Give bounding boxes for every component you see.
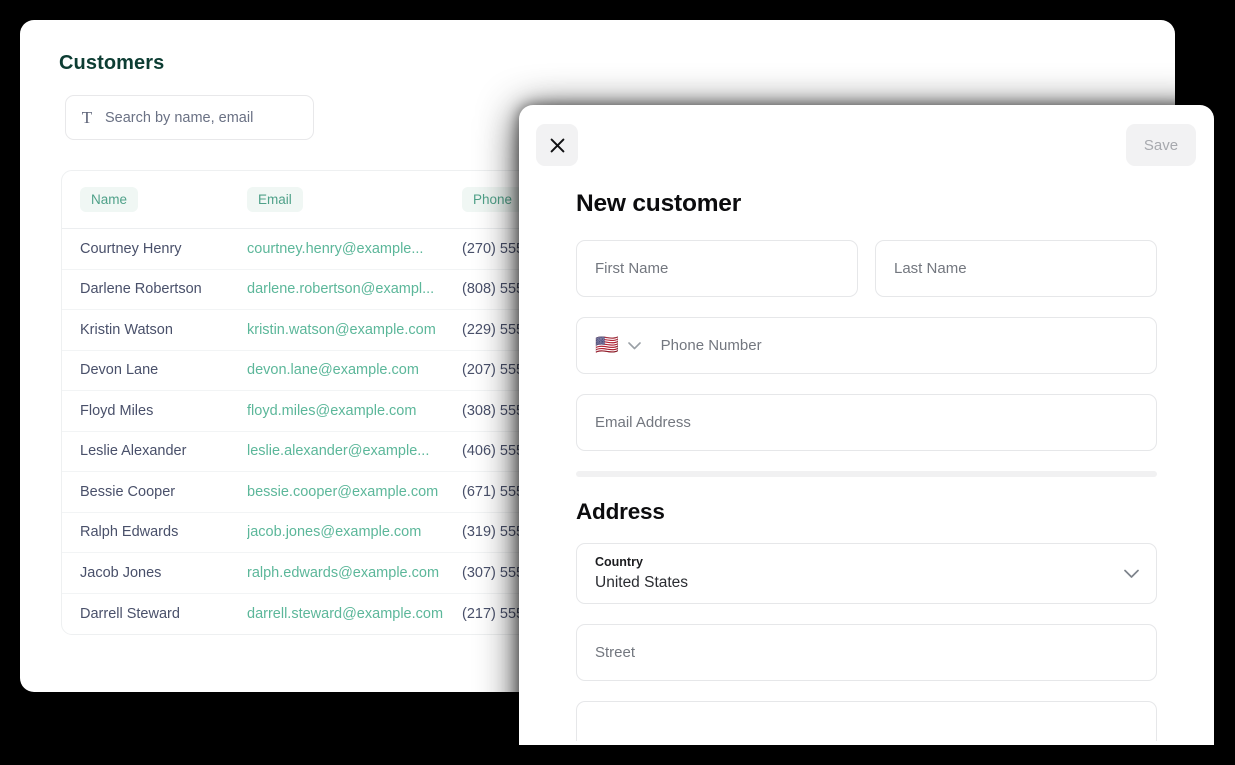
first-name-placeholder: First Name [595,260,669,277]
cell-phone: (308) 555 [462,402,525,419]
cell-email[interactable]: floyd.miles@example.com [247,402,417,419]
cell-email[interactable]: darlene.robertson@exampl... [247,281,435,298]
cell-phone: (671) 555- [462,483,529,500]
section-divider [576,471,1157,477]
cell-email[interactable]: ralph.edwards@example.com [247,564,440,581]
cell-name: Jacob Jones [80,564,162,581]
cell-phone: (406) 555 [462,443,525,460]
cell-phone: (229) 555- [462,321,529,338]
cell-name: Darlene Robertson [80,281,202,298]
cell-name: Kristin Watson [80,321,173,338]
close-icon [550,138,565,153]
text-format-icon: T [81,108,93,127]
first-name-field[interactable]: First Name [576,240,858,297]
street-placeholder: Street [595,644,636,661]
cell-email[interactable]: jacob.jones@example.com [247,524,422,541]
cell-name: Darrell Steward [80,605,180,622]
modal-body: New customer First Name Last Name 🇺🇸 Pho… [519,190,1214,741]
phone-number-field[interactable]: 🇺🇸 Phone Number [576,317,1157,374]
last-name-field[interactable]: Last Name [875,240,1157,297]
street-field[interactable]: Street [576,624,1157,681]
modal-toolbar: Save [519,105,1214,190]
cell-phone: (319) 555- [462,524,529,541]
country-select-value: United States [595,573,689,591]
cell-name: Courtney Henry [80,240,182,257]
cell-email[interactable]: leslie.alexander@example... [247,443,430,460]
cell-name: Leslie Alexander [80,443,187,460]
cell-email[interactable]: bessie.cooper@example.com [247,483,439,500]
new-customer-modal: Save New customer First Name Last Name 🇺… [519,105,1214,745]
last-name-placeholder: Last Name [894,260,967,277]
cell-name: Floyd Miles [80,402,154,419]
table-header-cell-phone[interactable]: Phone [462,187,642,212]
search-input[interactable]: T Search by name, email [65,95,314,140]
next-address-field-clipped[interactable] [576,701,1157,741]
table-header-cell-email[interactable]: Email [247,187,462,212]
address-section-title: Address [576,499,665,524]
cell-phone: (270) 555 [462,240,525,257]
save-button[interactable]: Save [1126,124,1196,166]
modal-title: New customer [576,190,742,217]
email-address-field[interactable]: Email Address [576,394,1157,451]
email-address-placeholder: Email Address [595,414,691,431]
cell-email[interactable]: devon.lane@example.com [247,362,419,379]
search-placeholder: Search by name, email [105,109,254,126]
cell-phone: (217) 555- [462,605,529,622]
phone-number-placeholder: Phone Number [660,337,762,354]
cell-phone: (307) 555 [462,564,525,581]
chevron-down-icon[interactable] [627,341,641,350]
cell-email[interactable]: courtney.henry@example... [247,240,424,257]
us-flag-icon[interactable]: 🇺🇸 [595,335,619,356]
country-select-label: Country [595,555,643,569]
close-icon-button[interactable] [536,124,578,166]
table-header-cell-name[interactable]: Name [80,187,247,212]
cell-email[interactable]: kristin.watson@example.com [247,321,436,338]
cell-name: Ralph Edwards [80,524,179,541]
cell-phone: (207) 555 [462,362,525,379]
chevron-down-icon[interactable] [1124,569,1139,578]
cell-name: Devon Lane [80,362,159,379]
cell-name: Bessie Cooper [80,483,176,500]
table-row[interactable]: Darrell Steward darrell.steward@example.c… [62,594,1133,635]
cell-email[interactable]: darrell.steward@example.com [247,605,444,622]
name-fields-row: First Name Last Name [576,240,1157,317]
page-title: Customers [59,52,165,74]
country-select[interactable]: Country United States [576,543,1157,604]
cell-phone: (808) 555 [462,281,525,298]
